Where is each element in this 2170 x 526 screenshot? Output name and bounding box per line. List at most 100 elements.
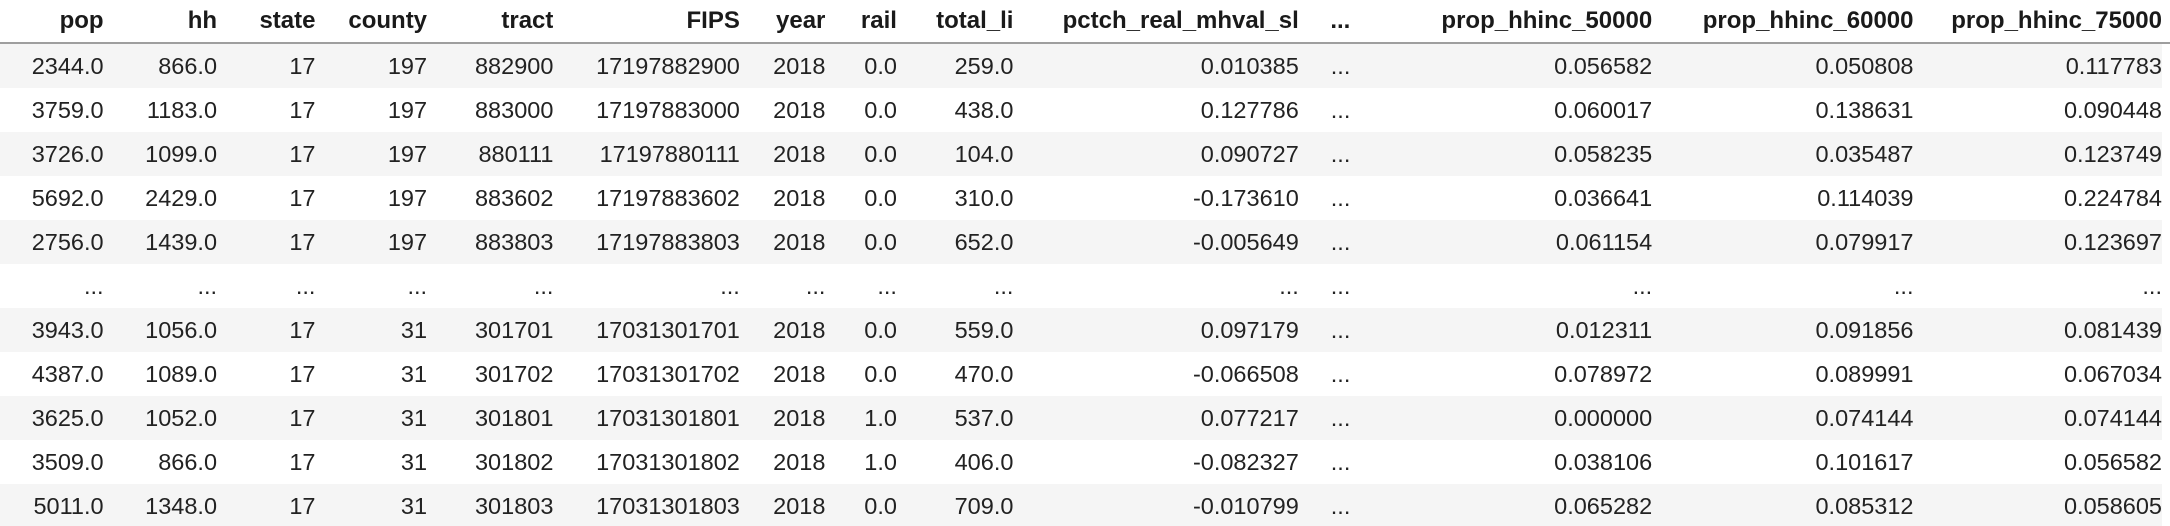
table-cell: 880111 — [427, 132, 554, 176]
row-trailing-gap — [2162, 264, 2170, 308]
table-cell: 2018 — [739, 176, 826, 220]
table-cell: 0.097179 — [1013, 308, 1299, 352]
table-cell: 17031301803 — [553, 484, 740, 526]
table-cell: 0.123697 — [1913, 220, 2162, 264]
table-cell: ... — [1350, 264, 1653, 308]
table-body: 2344.0 866.0 17 197 882900 17197882900 2018 0.0… — [0, 43, 2170, 526]
table-cell: 197 — [315, 43, 428, 88]
table-cell: 2018 — [739, 88, 826, 132]
table-row: 3625.0 1052.0 17 31 301801 17031301801 2018 1.0… — [0, 396, 2170, 440]
table-cell: 197 — [315, 88, 428, 132]
table-cell: 3625.0 — [0, 396, 104, 440]
column-header-hh: hh — [103, 0, 218, 44]
table-cell: 0.0 — [825, 220, 897, 264]
table-cell: 0.114039 — [1652, 176, 1914, 220]
table-cell: 301801 — [427, 396, 554, 440]
table-cell: ... — [427, 264, 554, 308]
table-cell: ... — [1298, 132, 1351, 176]
table-cell: 0.090727 — [1013, 132, 1299, 176]
table-cell: 17 — [217, 88, 316, 132]
table-cell: 0.010385 — [1013, 43, 1299, 88]
table-cell: 301802 — [427, 440, 554, 484]
table-row: 5011.0 1348.0 17 31 301803 17031301803 2018 0.0… — [0, 484, 2170, 526]
table-cell: 0.101617 — [1652, 440, 1914, 484]
table-cell: 0.035487 — [1652, 132, 1914, 176]
table-cell: ... — [553, 264, 740, 308]
table-cell: 1.0 — [825, 396, 897, 440]
table-cell: ... — [739, 264, 826, 308]
table-cell: 5692.0 — [0, 176, 104, 220]
table-cell: 17 — [217, 440, 316, 484]
table-row: 3943.0 1056.0 17 31 301701 17031301701 2018 0.0… — [0, 308, 2170, 352]
column-header-ellipsis: ... — [1298, 0, 1351, 44]
table-cell: ... — [896, 264, 1014, 308]
table-cell: 310.0 — [896, 176, 1014, 220]
table-cell: 17197880111 — [553, 132, 740, 176]
table-cell: 0.058235 — [1350, 132, 1653, 176]
table-cell: 301701 — [427, 308, 554, 352]
table-cell: 2018 — [739, 220, 826, 264]
row-trailing-gap — [2162, 132, 2170, 176]
table-cell: 301803 — [427, 484, 554, 526]
table-cell: 406.0 — [896, 440, 1014, 484]
row-trailing-gap — [2162, 484, 2170, 526]
table-cell: 3509.0 — [0, 440, 104, 484]
table-cell: 31 — [315, 396, 428, 440]
table-cell: 882900 — [427, 43, 554, 88]
table-cell: 470.0 — [896, 352, 1014, 396]
table-cell: 0.085312 — [1652, 484, 1914, 526]
table-cell: ... — [0, 264, 104, 308]
table-cell: 17 — [217, 308, 316, 352]
table-cell: 652.0 — [896, 220, 1014, 264]
table-cell: 1056.0 — [103, 308, 218, 352]
table-cell: 4387.0 — [0, 352, 104, 396]
row-trailing-gap — [2162, 220, 2170, 264]
table-cell: 1052.0 — [103, 396, 218, 440]
table-cell: 0.060017 — [1350, 88, 1653, 132]
table-cell: 3943.0 — [0, 308, 104, 352]
table-cell: 0.067034 — [1913, 352, 2162, 396]
table-cell: 2018 — [739, 440, 826, 484]
row-trailing-gap — [2162, 88, 2170, 132]
table-cell: 0.081439 — [1913, 308, 2162, 352]
table-cell: 17197883803 — [553, 220, 740, 264]
table-cell: 3759.0 — [0, 88, 104, 132]
table-cell: 0.074144 — [1652, 396, 1914, 440]
table-cell: -0.005649 — [1013, 220, 1299, 264]
table-cell: 2018 — [739, 352, 826, 396]
table-cell: 537.0 — [896, 396, 1014, 440]
table-cell: 0.079917 — [1652, 220, 1914, 264]
table-cell: ... — [103, 264, 218, 308]
column-header-pctch-real-mhval-sl: pctch_real_mhval_sl — [1013, 0, 1299, 44]
table-cell: 17 — [217, 176, 316, 220]
table-cell: 17 — [217, 396, 316, 440]
table-cell: 883602 — [427, 176, 554, 220]
table-row-ellipsis: ........................................… — [0, 264, 2170, 308]
header-row: pop hh state county tract FIPS year rail total_l… — [0, 0, 2170, 44]
table-cell: 2018 — [739, 308, 826, 352]
table-cell: 17 — [217, 43, 316, 88]
table-cell: 866.0 — [103, 440, 218, 484]
table-cell: 1183.0 — [103, 88, 218, 132]
table-cell: 0.123749 — [1913, 132, 2162, 176]
table-cell: ... — [1913, 264, 2162, 308]
table-cell: 0.050808 — [1652, 43, 1914, 88]
table-cell: 0.0 — [825, 176, 897, 220]
column-header-prop-hhinc-50000: prop_hhinc_50000 — [1350, 0, 1653, 44]
row-trailing-gap — [2162, 176, 2170, 220]
table-cell: ... — [1298, 43, 1351, 88]
table-row: 2756.0 1439.0 17 197 883803 17197883803 2018 0.… — [0, 220, 2170, 264]
table-cell: 17197882900 — [553, 43, 740, 88]
table-cell: 17 — [217, 220, 316, 264]
table-cell: 17197883000 — [553, 88, 740, 132]
table-cell: 0.056582 — [1913, 440, 2162, 484]
table-cell: ... — [315, 264, 428, 308]
row-trailing-gap — [2162, 43, 2170, 88]
table-cell: ... — [217, 264, 316, 308]
table-cell: 1439.0 — [103, 220, 218, 264]
table-cell: 0.074144 — [1913, 396, 2162, 440]
header-trailing-gap — [2162, 0, 2170, 44]
table-cell: 3726.0 — [0, 132, 104, 176]
table-cell: 1099.0 — [103, 132, 218, 176]
